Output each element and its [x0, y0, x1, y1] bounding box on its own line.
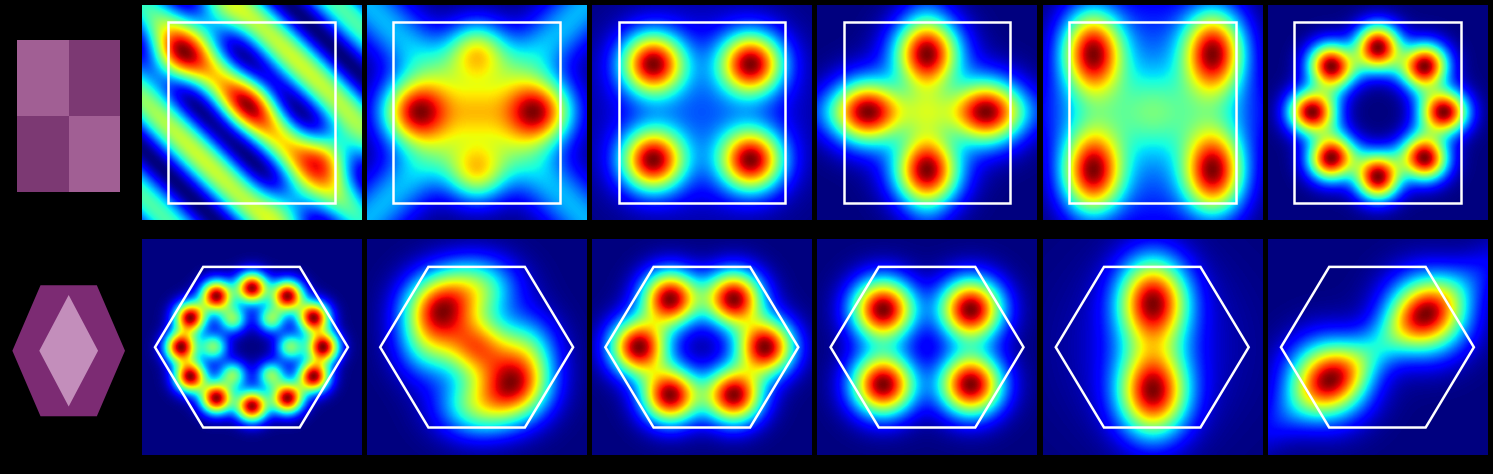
Polygon shape [12, 285, 125, 416]
Bar [844, 22, 1011, 203]
Bar [18, 40, 69, 116]
Bar [18, 40, 119, 192]
Bar [393, 22, 560, 203]
Bar [618, 22, 785, 203]
Bar [69, 116, 119, 192]
Bar [169, 22, 334, 203]
Polygon shape [39, 295, 99, 407]
Bar [1294, 22, 1460, 203]
Bar [1069, 22, 1236, 203]
